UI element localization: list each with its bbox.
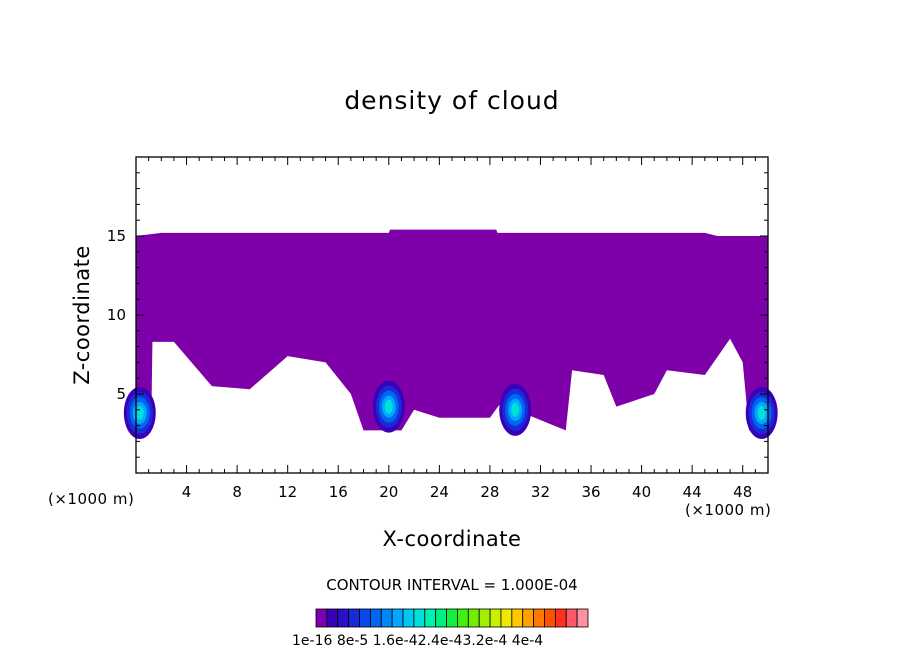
x-tick-label: 36 (581, 483, 600, 501)
x-tick-label: 44 (683, 483, 702, 501)
colorbar-swatch (315, 608, 328, 628)
colorbar-swatch (369, 608, 382, 628)
y-tick-label: 5 (116, 385, 126, 403)
colorbar-swatch (467, 608, 480, 628)
contour-interval-text: CONTOUR INTERVAL = 1.000E-04 (326, 576, 578, 594)
contour-ring (384, 399, 393, 414)
cloud-maximum-2 (499, 383, 532, 436)
colorbar-swatch (424, 608, 437, 628)
colorbar-swatch (565, 608, 578, 628)
colorbar-swatch (446, 608, 458, 628)
x-tick-label: 28 (480, 483, 499, 501)
colorbar-swatch (500, 608, 513, 628)
contour-ring (757, 405, 766, 420)
colorbar (315, 608, 589, 628)
x-tick-label: 12 (278, 483, 297, 501)
y-tick-label: 10 (107, 306, 126, 324)
cloud-maximum-1 (372, 380, 405, 433)
x-unit-left: (×1000 m) (48, 490, 135, 508)
colorbar-swatch (380, 608, 393, 628)
y-axis-label: Z-coordinate (70, 245, 94, 385)
colorbar-swatch (511, 608, 524, 628)
colorbar-swatch (348, 608, 360, 628)
x-axis-label: X-coordinate (382, 527, 522, 551)
x-tick-label: 24 (430, 483, 449, 501)
x-tick-label: 20 (379, 483, 398, 501)
x-unit-right: (×1000 m) (685, 501, 772, 519)
colorbar-swatch (544, 608, 556, 628)
x-tick-label: 40 (632, 483, 651, 501)
x-tick-label: 48 (733, 483, 752, 501)
colorbar-swatch (522, 608, 534, 628)
colorbar-swatch (326, 608, 339, 628)
colorbar-swatch (489, 608, 502, 628)
chart-title: density of cloud (344, 86, 560, 115)
cloud-maximum-4 (123, 386, 156, 439)
plot-area (123, 229, 778, 439)
colorbar-swatch (402, 608, 415, 628)
colorbar-swatch (478, 608, 491, 628)
colorbar-swatch (413, 608, 426, 628)
colorbar-swatch (533, 608, 545, 628)
colorbar-swatch (457, 608, 469, 628)
colorbar-swatch (554, 608, 567, 628)
colorbar-swatch (391, 608, 404, 628)
y-tick-label: 15 (107, 227, 126, 245)
cloud-maximum-3 (745, 386, 778, 439)
cloud-region (136, 229, 768, 431)
colorbar-swatch (359, 608, 371, 628)
colorbar-swatch (576, 608, 589, 628)
contour-ring (511, 402, 520, 417)
colorbar-swatch (337, 608, 350, 628)
x-tick-label: 32 (531, 483, 550, 501)
colorbar-labels: 1e-16 8e-5 1.6e-42.4e-43.2e-4 4e-4 (292, 633, 544, 649)
contour-ring (135, 405, 144, 420)
x-tick-label: 8 (232, 483, 242, 501)
x-tick-label: 16 (329, 483, 348, 501)
x-tick-label: 4 (182, 483, 192, 501)
colorbar-swatch (435, 608, 447, 628)
